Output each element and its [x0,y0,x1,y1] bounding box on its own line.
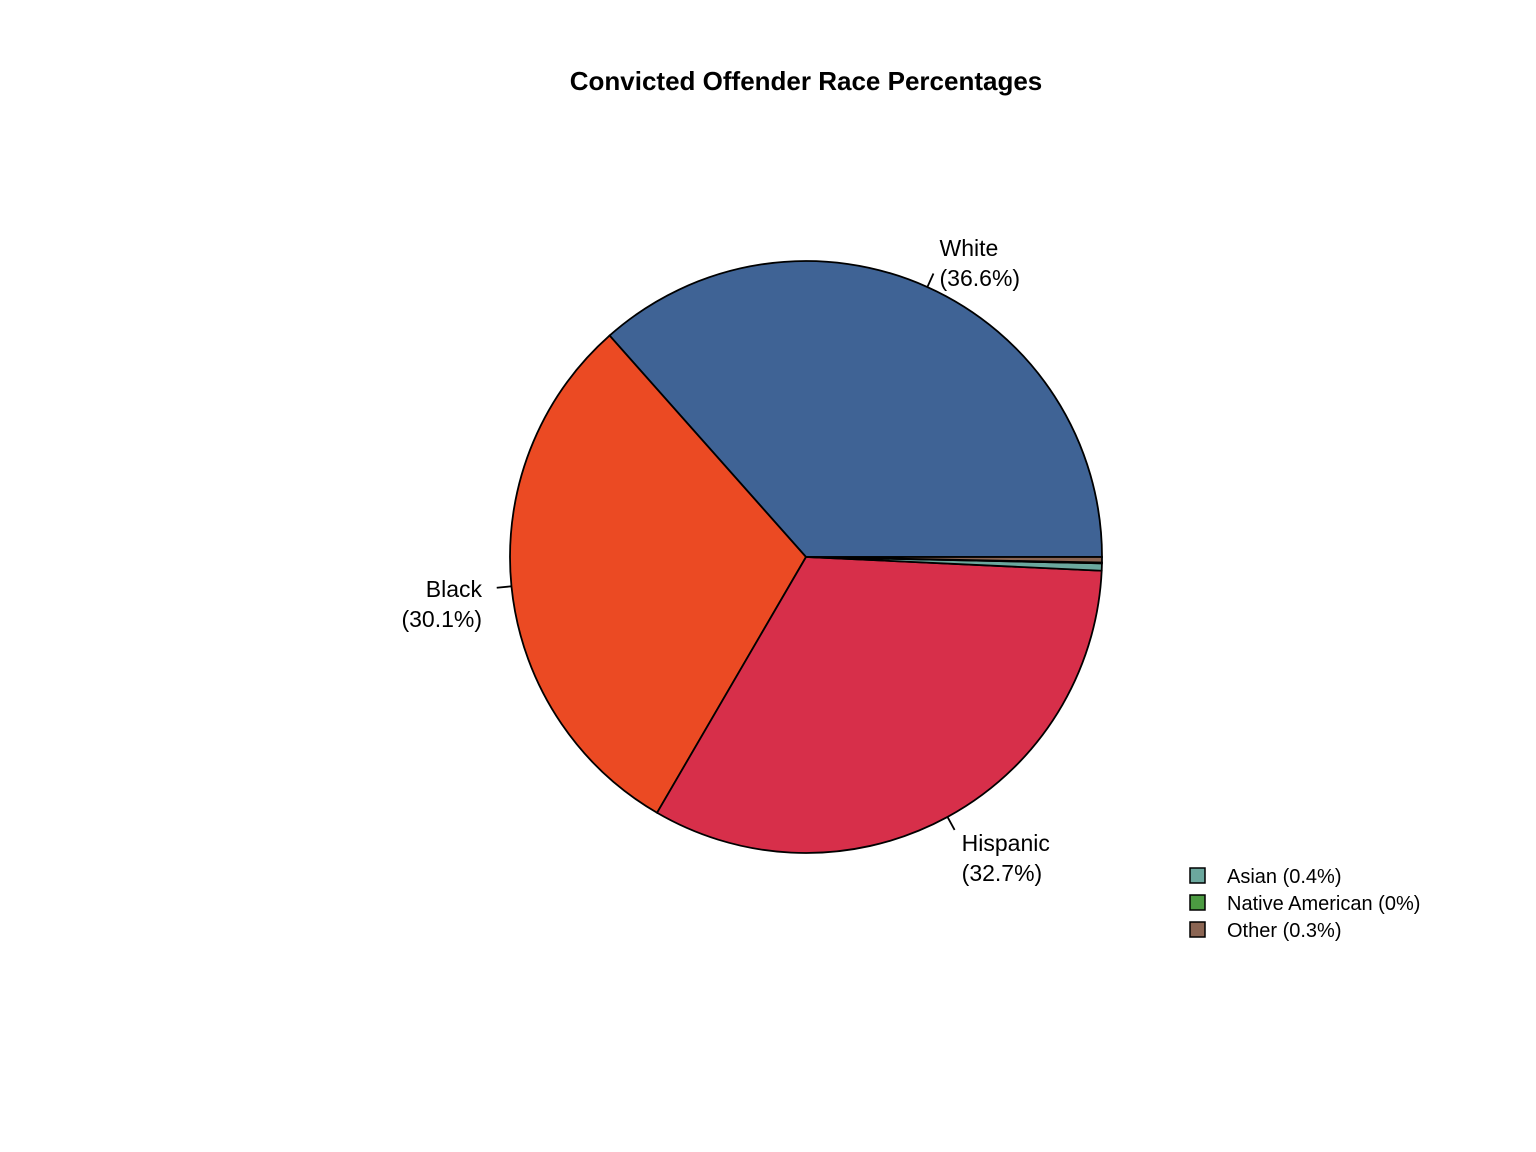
leader-line-hispanic [946,816,956,831]
pie-slice-black [509,334,808,815]
slice-pct-hispanic: (32.7%) [962,860,1043,886]
legend-label-other: Other (0.3%) [1227,920,1341,942]
slice-pct-white: (36.6%) [940,265,1021,291]
legend-swatch-asian [1189,867,1206,884]
slice-labels: White (36.6%) Black (30.1%) Hispanic (32.7%) [401,235,1049,886]
legend-swatch-other [1189,921,1206,938]
leader-line-black [496,585,512,589]
pie-slice-other [805,556,1103,564]
leader-line-white [926,273,935,288]
slice-label-black: Black [426,576,483,602]
legend: Asian (0.4%) Native American (0%) Other (0… [1189,866,1420,942]
slice-pct-black: (30.1%) [401,606,482,632]
legend-label-native-american: Native American (0%) [1227,893,1420,915]
pie-slices [509,260,1103,854]
legend-swatch-native-american [1189,894,1206,911]
chart-title: Convicted Offender Race Percentages [570,66,1043,96]
pie-slice-hispanic [655,556,1103,854]
slice-label-hispanic: Hispanic [962,830,1050,856]
legend-label-asian: Asian (0.4%) [1227,866,1342,888]
slice-label-white: White [940,235,999,261]
